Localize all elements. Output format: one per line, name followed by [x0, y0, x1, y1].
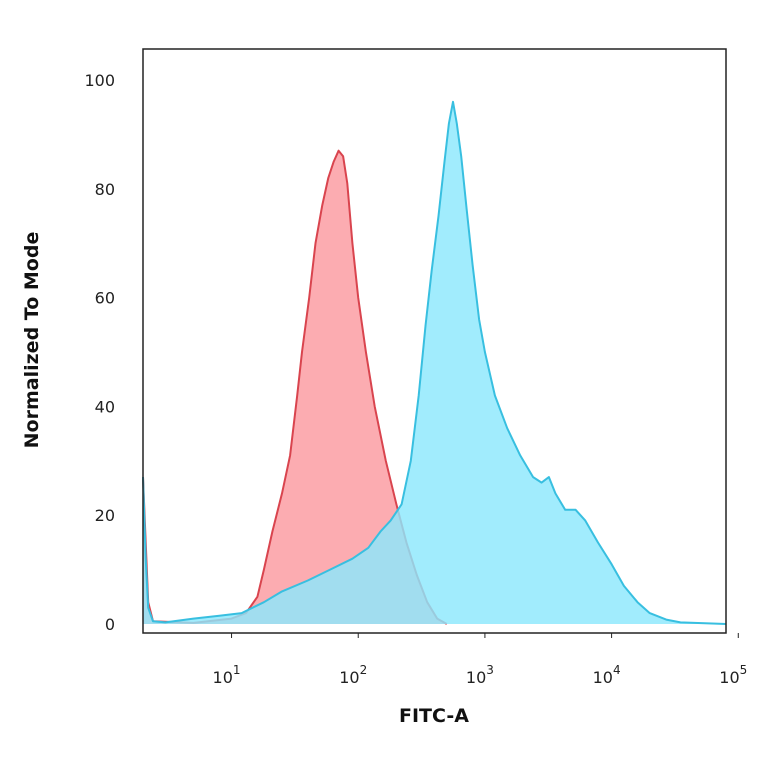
x-tick-label: 105 — [719, 663, 747, 687]
y-tick-label: 80 — [95, 180, 115, 199]
y-tick-label: 60 — [95, 289, 115, 308]
y-tick-label: 0 — [105, 615, 115, 634]
x-axis-title: FITC-A — [399, 705, 469, 727]
x-tick-label: 102 — [339, 663, 367, 687]
plot-frame — [142, 48, 727, 634]
histogram-line-2 — [142, 100, 727, 625]
series-layer — [142, 100, 727, 625]
ticks-layer: 0 20 40 60 80 100 101 102 103 104 105 — [84, 71, 747, 687]
histogram-area-1 — [143, 150, 447, 624]
x-tick-label: 104 — [593, 663, 621, 687]
y-tick-label: 40 — [95, 397, 115, 416]
x-tick-label: 101 — [213, 663, 241, 687]
y-tick-label: 20 — [95, 506, 115, 525]
y-tick-label: 100 — [84, 71, 115, 90]
histogram-area-2 — [143, 101, 726, 625]
y-axis-title: Normalized To Mode — [21, 232, 43, 449]
x-tick-label: 103 — [466, 663, 494, 687]
